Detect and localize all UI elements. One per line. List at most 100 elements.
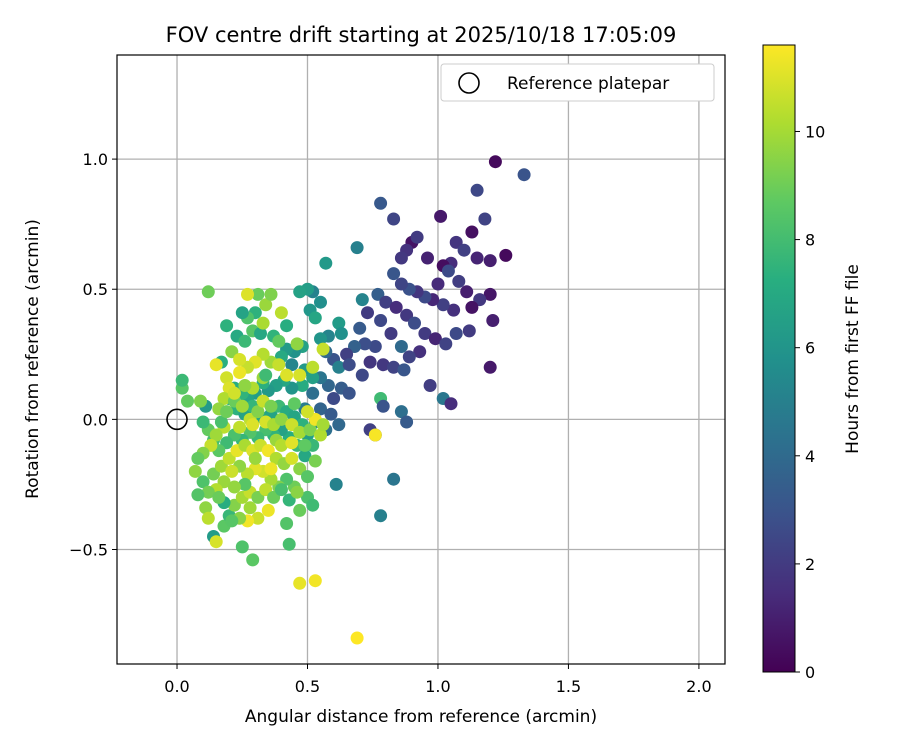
data-point [423, 379, 437, 392]
data-point [486, 314, 500, 327]
data-point [306, 498, 320, 512]
data-point [316, 418, 330, 432]
data-point [264, 472, 278, 486]
data-point [400, 308, 414, 322]
data-point [379, 295, 393, 309]
data-point [436, 298, 450, 312]
data-point [465, 225, 479, 239]
data-point [293, 576, 307, 590]
data-point [342, 358, 356, 372]
data-point [394, 251, 408, 265]
data-point [261, 503, 275, 517]
data-point [235, 399, 249, 413]
data-point [361, 306, 374, 320]
data-point [408, 316, 421, 330]
data-point [434, 209, 448, 223]
data-point [264, 287, 278, 301]
data-point [348, 340, 361, 353]
data-point [175, 373, 189, 387]
data-point [264, 462, 278, 476]
x-tick-label: 0.5 [295, 677, 320, 696]
data-point [449, 235, 463, 249]
data-point [324, 407, 338, 421]
data-point [402, 350, 416, 364]
data-point [358, 337, 372, 351]
data-point [444, 397, 458, 411]
data-point [225, 514, 239, 528]
data-point [298, 438, 312, 452]
data-point [209, 535, 223, 549]
data-point [350, 241, 364, 255]
y-tick-label: 0.0 [83, 410, 108, 429]
colorbar-tick-label: 2 [805, 555, 815, 574]
data-point [428, 332, 442, 346]
colorbar-tick-label: 8 [805, 231, 815, 250]
data-point [274, 483, 288, 497]
data-point [308, 574, 322, 588]
reference-marker [166, 408, 188, 431]
data-point [387, 212, 401, 226]
data-point [316, 342, 330, 356]
data-point [259, 368, 273, 382]
data-point [196, 415, 210, 429]
data-point [212, 490, 226, 504]
colorbar [762, 44, 796, 673]
x-tick-label: 0.0 [164, 677, 189, 696]
data-point [201, 285, 215, 299]
data-point [280, 368, 294, 382]
data-point [199, 501, 213, 515]
data-point [483, 254, 497, 268]
x-tick-label: 1.5 [556, 677, 581, 696]
data-point [290, 337, 304, 351]
legend-label: Reference platepar [507, 74, 669, 94]
data-point [282, 493, 296, 507]
data-point [220, 319, 234, 333]
data-point [227, 498, 241, 512]
data-point [499, 248, 513, 262]
data-point [217, 392, 231, 405]
data-point [421, 251, 434, 265]
data-point [191, 451, 205, 465]
data-point [285, 451, 299, 465]
data-point [460, 285, 474, 299]
data-point [353, 321, 367, 335]
data-point [470, 251, 484, 265]
data-point [470, 183, 484, 197]
data-point [413, 345, 427, 359]
data-point [301, 470, 314, 484]
data-point [387, 472, 401, 486]
y-tick-label: 1.0 [83, 150, 108, 169]
data-point [233, 353, 247, 366]
colorbar-tick-label: 6 [805, 339, 815, 358]
data-point [332, 360, 346, 374]
data-point [235, 540, 249, 554]
data-point [233, 420, 247, 434]
data-point [314, 295, 327, 309]
data-point [282, 537, 296, 551]
data-point [387, 267, 401, 281]
data-point [449, 327, 463, 340]
data-point [374, 314, 388, 327]
data-point [188, 464, 202, 478]
data-points [175, 155, 531, 645]
data-point [272, 334, 286, 348]
colorbar-tick-label: 10 [805, 122, 825, 141]
data-point [334, 327, 348, 340]
data-point [368, 428, 382, 442]
data-point [293, 368, 307, 382]
data-point [181, 394, 194, 408]
data-point [306, 360, 320, 374]
y-axis-label: Rotation from reference (arcmin) [23, 219, 43, 499]
data-point [397, 363, 411, 377]
data-point [488, 155, 502, 169]
data-point [196, 475, 210, 489]
data-point [306, 386, 320, 400]
y-tick-label: 0.5 [83, 280, 108, 299]
data-point [308, 311, 322, 325]
data-point [321, 379, 335, 392]
data-point [238, 334, 252, 348]
data-point [295, 379, 309, 392]
data-point [259, 483, 273, 497]
data-point [290, 485, 304, 499]
data-point [194, 394, 207, 408]
